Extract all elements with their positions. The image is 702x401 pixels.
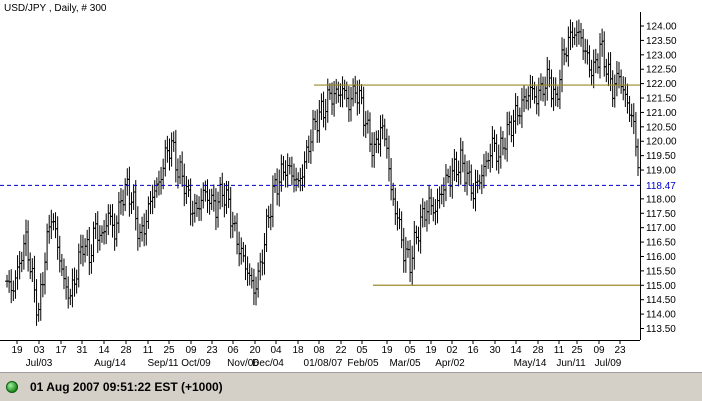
y-tick-label: 123.50 — [646, 36, 677, 47]
x-day-label: 25 — [571, 345, 583, 356]
y-tick-label: 120.00 — [646, 137, 677, 148]
y-tick-label: 117.50 — [646, 209, 676, 220]
x-day-label: 11 — [554, 345, 565, 356]
y-tick-label: 115.50 — [646, 266, 676, 277]
y-tick-label: 124.00 — [646, 22, 677, 33]
x-day-label: 09 — [185, 345, 197, 356]
x-day-label: 04 — [270, 345, 282, 356]
y-tick-label: 114.00 — [646, 310, 676, 321]
current-price-label: 118.47 — [646, 181, 676, 192]
x-day-label: 30 — [489, 345, 501, 356]
x-day-label: 11 — [143, 345, 154, 356]
y-tick-label: 119.50 — [646, 151, 676, 162]
y-tick-label: 123.00 — [646, 50, 677, 61]
x-day-label: 02 — [446, 345, 458, 356]
x-day-label: 03 — [33, 345, 45, 356]
x-day-label: 19 — [381, 345, 393, 356]
x-day-label: 22 — [335, 345, 347, 356]
price-bar — [636, 138, 640, 176]
x-month-label: Apr/02 — [435, 358, 465, 369]
x-month-label: Dec/04 — [252, 358, 284, 369]
x-day-label: 05 — [356, 345, 368, 356]
x-month-label: May/14 — [514, 358, 547, 369]
x-day-label: 05 — [404, 345, 416, 356]
x-day-label: 16 — [467, 345, 479, 356]
x-month-label: Jul/09 — [595, 358, 622, 369]
x-month-label: Feb/05 — [347, 358, 379, 369]
y-tick-label: 116.50 — [646, 238, 676, 249]
y-tick-label: 122.00 — [646, 79, 677, 90]
x-month-label: Sep/11 — [148, 358, 179, 369]
x-day-label: 18 — [292, 345, 304, 356]
x-day-label: 08 — [313, 345, 325, 356]
y-tick-label: 121.00 — [646, 108, 677, 119]
x-day-label: 23 — [206, 345, 218, 356]
x-month-label: Jun/11 — [556, 358, 586, 369]
chart-background — [0, 0, 702, 372]
y-tick-label: 117.00 — [646, 223, 676, 234]
x-day-label: 31 — [76, 345, 88, 356]
x-day-label: 06 — [227, 345, 239, 356]
x-month-label: Oct/09 — [181, 358, 211, 369]
x-month-label: Jul/03 — [26, 358, 53, 369]
chart-svg: USD/JPY , Daily, # 300 113.50 114.00 114.5… — [0, 0, 702, 372]
x-month-label: Nov/06 — [227, 358, 259, 369]
x-day-label: 14 — [98, 345, 110, 356]
y-tick-label: 118.00 — [646, 194, 676, 205]
x-day-label: 17 — [55, 345, 67, 356]
x-month-label: 01/08/07 — [304, 358, 343, 369]
y-tick-label: 122.50 — [646, 65, 677, 76]
reference-lines — [0, 84, 640, 286]
y-tick-label: 116.00 — [646, 252, 676, 263]
y-tick-label: 113.50 — [646, 324, 676, 335]
chart-title: USD/JPY , Daily, # 300 — [4, 3, 107, 14]
x-day-label: 23 — [614, 345, 626, 356]
x-day-label: 09 — [593, 345, 605, 356]
y-axis: 113.50 114.00 114.50 115.00 115.50 116.00 116.… — [640, 22, 681, 335]
status-bar: 01 Aug 2007 09:51:22 EST (+1000) — [0, 372, 702, 401]
current-price-marker — [641, 179, 681, 192]
x-month-label: Mar/05 — [389, 358, 421, 369]
x-day-label: 19 — [11, 345, 23, 356]
x-day-label: 28 — [120, 345, 132, 356]
x-day-label: 19 — [425, 345, 437, 356]
x-day-label: 25 — [163, 345, 175, 356]
y-tick-label: 119.00 — [646, 166, 676, 177]
status-timezone: EST (+1000) — [154, 380, 223, 394]
connection-status-icon — [6, 381, 18, 393]
y-tick-label: 115.00 — [646, 281, 676, 292]
y-tick-label: 120.50 — [646, 122, 677, 133]
status-datetime: 01 Aug 2007 09:51:22 EST (+1000) — [30, 380, 223, 394]
x-day-label: 14 — [510, 345, 522, 356]
x-day-label: 20 — [249, 345, 261, 356]
y-tick-label: 121.50 — [646, 94, 677, 105]
x-day-label: 28 — [532, 345, 544, 356]
x-month-label: Aug/14 — [94, 358, 126, 369]
price-bars — [5, 19, 640, 326]
y-tick-label: 114.50 — [646, 295, 676, 306]
status-date: 01 Aug 2007 09:51:22 — [30, 380, 151, 394]
x-axis: 19 03 17 31 14 28 11 25 09 23 06 20 04 18 08 22 05 19 05 19… — [11, 340, 626, 369]
